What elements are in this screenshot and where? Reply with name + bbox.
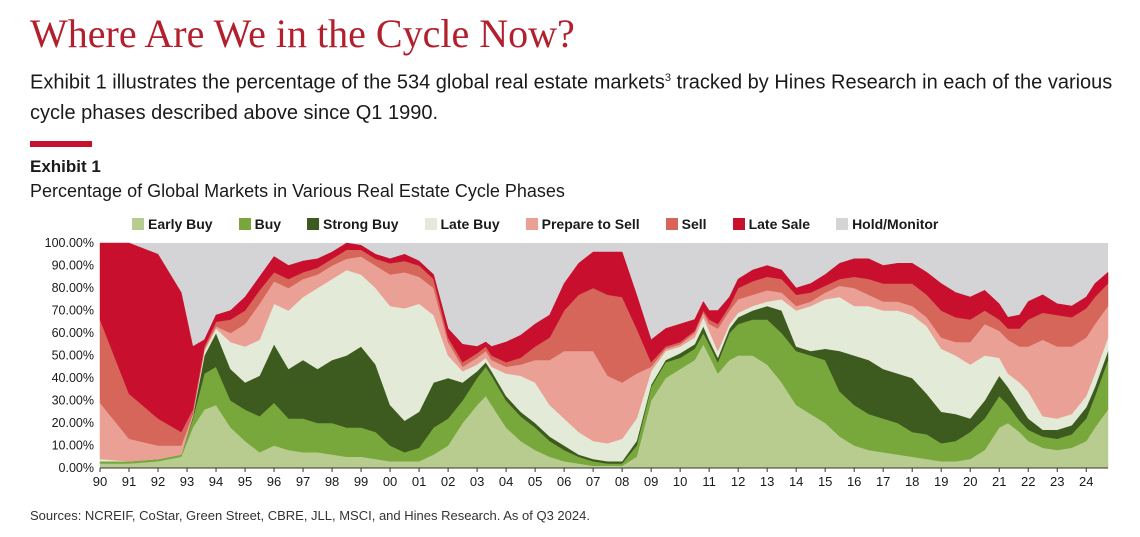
- legend-item-late-buy: Late Buy: [424, 216, 500, 232]
- legend-swatch: [238, 218, 251, 230]
- legend-swatch: [732, 218, 745, 230]
- legend-item-strong-buy: Strong Buy: [307, 216, 399, 232]
- legend-swatch: [132, 218, 144, 230]
- stacked-area-chart: 0.00% 10.00% 20.00% 30.00% 40.00% 50.00% 60.00…: [45, 236, 1109, 486]
- x-tick-label: 93: [180, 474, 194, 486]
- legend-swatch: [307, 218, 320, 230]
- source-note: Sources: NCREIF, CoStar, Green Street, C…: [30, 508, 590, 523]
- legend-swatch: [525, 218, 538, 230]
- x-tick-label: 92: [151, 474, 165, 486]
- x-tick-label: 17: [876, 474, 890, 486]
- y-tick-label: 20.00%: [52, 416, 94, 430]
- legend-swatch: [665, 218, 678, 230]
- x-tick-label: 99: [354, 474, 368, 486]
- chart-title: Percentage of Global Markets in Various …: [30, 181, 565, 201]
- area-series-group: [99, 242, 1109, 469]
- x-tick-label: 18: [905, 474, 919, 486]
- x-tick-label: 97: [296, 474, 310, 486]
- intro-text: Exhibit 1 illustrates the percentage of …: [30, 71, 665, 94]
- page-title: Where Are We in the Cycle Now?: [30, 11, 575, 56]
- legend-swatch: [836, 218, 849, 230]
- legend-item-hold-monitor: Hold/Monitor: [836, 216, 938, 232]
- legend-item-sell: Sell: [665, 216, 707, 232]
- legend-label: Late Sale: [748, 216, 811, 232]
- y-axis: 0.00% 10.00% 20.00% 30.00% 40.00% 50.00% 60.00…: [45, 236, 94, 475]
- x-tick-label: 21: [992, 474, 1006, 486]
- y-tick-label: 70.00%: [52, 304, 94, 318]
- legend-label: Hold/Monitor: [852, 216, 939, 232]
- y-tick-label: 0.00%: [59, 461, 94, 475]
- y-tick-label: 40.00%: [52, 371, 94, 385]
- y-tick-label: 60.00%: [52, 326, 94, 340]
- x-tick-label: 00: [383, 474, 397, 486]
- legend-swatch: [424, 218, 437, 230]
- y-tick-label: 100.00%: [45, 236, 94, 250]
- x-tick-label: 13: [760, 474, 774, 486]
- x-tick-label: 03: [470, 474, 484, 486]
- intro-paragraph: Exhibit 1 illustrates the percentage of …: [30, 63, 1130, 128]
- x-tick-label: 14: [789, 474, 803, 486]
- x-tick-label: 91: [122, 474, 136, 486]
- legend-item-late-sale: Late Sale: [732, 216, 811, 232]
- x-tick-label: 01: [412, 474, 426, 486]
- exhibit-label: Exhibit 1: [30, 157, 101, 176]
- y-tick-label: 50.00%: [52, 349, 94, 363]
- x-tick-label: 19: [934, 474, 948, 486]
- chart-legend: Early Buy Buy Strong Buy Late Buy Prepare to…: [132, 216, 964, 232]
- x-tick-label: 04: [499, 474, 513, 486]
- x-tick-label: 10: [673, 474, 687, 486]
- legend-item-buy: Buy: [238, 216, 282, 232]
- x-tick-label: 15: [818, 474, 832, 486]
- area-late-sale: [99, 242, 1109, 433]
- x-tick-label: 23: [1050, 474, 1064, 486]
- x-tick-label: 07: [586, 474, 600, 486]
- x-tick-label: 96: [267, 474, 281, 486]
- y-tick-label: 80.00%: [52, 281, 94, 295]
- x-axis: 90 91 92 93 94 95 96 97 98 99 00 01 02 03 04 05 06 07 08 09…: [93, 467, 1108, 486]
- x-tick-label: 02: [441, 474, 455, 486]
- x-tick-label: 95: [238, 474, 252, 486]
- x-tick-label: 94: [209, 474, 223, 486]
- x-tick-label: 11: [702, 474, 716, 486]
- x-tick-label: 16: [847, 474, 861, 486]
- footnote-marker: 3: [664, 72, 671, 84]
- intro-text-end: tracked by Hines Research in each of the…: [30, 71, 1113, 124]
- x-tick-label: 20: [963, 474, 977, 486]
- x-tick-label: 12: [731, 474, 745, 486]
- x-tick-label: 09: [644, 474, 658, 486]
- accent-rule: [30, 141, 92, 147]
- legend-label: Early Buy: [148, 216, 213, 232]
- x-tick-label: 06: [557, 474, 571, 486]
- legend-label: Prepare to Sell: [541, 216, 640, 232]
- legend-item-prepare-to-sell: Prepare to Sell: [525, 216, 640, 232]
- y-tick-label: 90.00%: [52, 259, 94, 273]
- y-tick-label: 30.00%: [52, 394, 94, 408]
- legend-item-early-buy: Early Buy: [132, 216, 213, 232]
- x-tick-label: 22: [1021, 474, 1035, 486]
- legend-label: Strong Buy: [323, 216, 399, 232]
- x-tick-label: 90: [93, 474, 107, 486]
- x-tick-label: 98: [325, 474, 339, 486]
- y-tick-label: 10.00%: [52, 439, 94, 453]
- legend-label: Late Buy: [440, 216, 500, 232]
- x-tick-label: 05: [528, 474, 542, 486]
- legend-label: Buy: [254, 216, 282, 232]
- legend-label: Sell: [681, 216, 707, 232]
- x-tick-label: 24: [1079, 474, 1093, 486]
- x-tick-label: 08: [615, 474, 629, 486]
